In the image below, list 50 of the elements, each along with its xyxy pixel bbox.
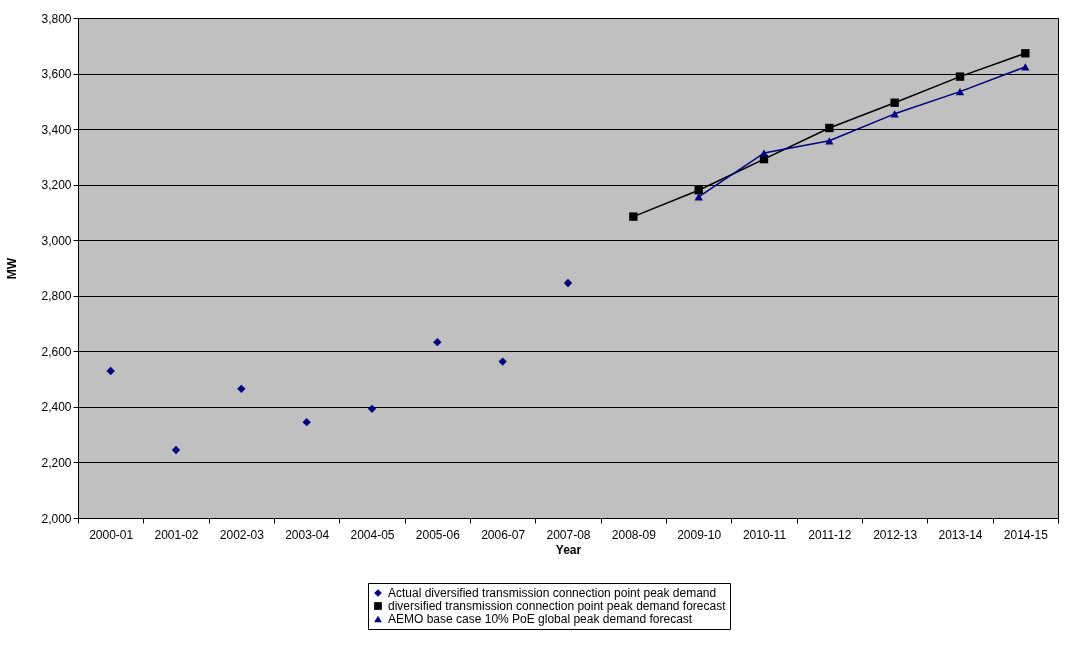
x-tick-label: 2008-09 bbox=[611, 527, 657, 542]
x-tick-label: 2014-15 bbox=[1003, 527, 1049, 542]
legend-label: AEMO base case 10% PoE global peak demand forecast bbox=[388, 612, 693, 626]
point bbox=[890, 98, 899, 107]
y-tick-label: 2,400 bbox=[41, 400, 72, 415]
point bbox=[563, 278, 573, 288]
point bbox=[171, 445, 181, 455]
x-tick-label: 2000-01 bbox=[89, 527, 134, 542]
point bbox=[106, 366, 115, 376]
point bbox=[1021, 63, 1030, 71]
point bbox=[433, 337, 442, 347]
y-tick-label: 2,600 bbox=[41, 344, 72, 359]
y-tick-label: 3,000 bbox=[41, 233, 72, 248]
y-tick-label: 2,800 bbox=[41, 289, 72, 304]
x-tick-label: 2007-08 bbox=[546, 527, 591, 542]
y-tick-label: 2,200 bbox=[41, 455, 72, 470]
y-axis-title: MW bbox=[5, 257, 20, 280]
legend-label: diversified transmission connection point peak demand forecast bbox=[388, 599, 727, 613]
y-tick-label: 2,000 bbox=[41, 511, 72, 526]
x-tick-label: 2012-13 bbox=[873, 527, 918, 542]
point bbox=[694, 186, 703, 195]
point bbox=[955, 87, 965, 96]
point bbox=[825, 123, 834, 133]
x-tick-label: 2002-03 bbox=[219, 527, 265, 542]
legend-label: Actual diversified transmission connection point peak demand bbox=[388, 586, 717, 600]
point bbox=[302, 417, 311, 427]
x-tick-label: 2010-11 bbox=[742, 527, 787, 542]
point bbox=[498, 357, 507, 366]
x-tick-label: 2009-10 bbox=[677, 527, 722, 542]
x-tick-label: 2005-06 bbox=[415, 527, 461, 542]
point bbox=[890, 110, 899, 118]
x-tick-label: 2006-07 bbox=[481, 527, 526, 542]
y-tick-label: 3,200 bbox=[41, 178, 72, 193]
x-tick-label: 2004-05 bbox=[350, 527, 395, 542]
x-tick-label: 2001-02 bbox=[154, 527, 199, 542]
point bbox=[955, 72, 965, 81]
point bbox=[237, 384, 246, 394]
x-tick-label: 2011-12 bbox=[808, 527, 852, 542]
point bbox=[629, 212, 638, 221]
y-tick-label: 3,800 bbox=[41, 11, 72, 26]
x-tick-label: 2013-14 bbox=[938, 527, 983, 542]
point bbox=[694, 193, 703, 201]
point bbox=[1021, 49, 1030, 58]
x-axis-title: Year bbox=[555, 542, 582, 557]
point bbox=[825, 137, 834, 145]
y-tick-label: 3,400 bbox=[41, 122, 72, 137]
point bbox=[367, 404, 377, 414]
point bbox=[759, 149, 769, 157]
y-tick-label: 3,600 bbox=[41, 67, 72, 82]
x-tick-label: 2003-04 bbox=[285, 527, 330, 542]
